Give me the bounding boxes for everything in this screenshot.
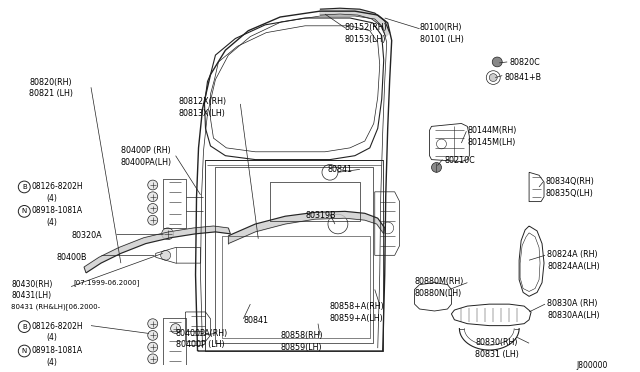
Text: 80880N(LH): 80880N(LH) bbox=[415, 289, 462, 298]
Text: 80858+A(RH): 80858+A(RH) bbox=[330, 302, 385, 311]
Circle shape bbox=[148, 319, 157, 328]
Circle shape bbox=[148, 203, 157, 213]
Text: 80430(RH): 80430(RH) bbox=[12, 280, 52, 289]
Text: 80400P (RH): 80400P (RH) bbox=[121, 146, 171, 155]
Text: 80858(RH): 80858(RH) bbox=[280, 331, 323, 340]
Text: 80144M(RH): 80144M(RH) bbox=[467, 126, 516, 135]
Text: B: B bbox=[22, 324, 27, 330]
Text: 80400PA(RH): 80400PA(RH) bbox=[175, 328, 228, 337]
Text: 80820C: 80820C bbox=[509, 58, 540, 67]
Polygon shape bbox=[84, 226, 230, 273]
Text: 80100(RH): 80100(RH) bbox=[420, 23, 462, 32]
Text: 80830(RH): 80830(RH) bbox=[476, 338, 518, 347]
Text: 80820(RH): 80820(RH) bbox=[29, 78, 72, 87]
Text: 80831 (LH): 80831 (LH) bbox=[476, 350, 519, 359]
Text: 80841: 80841 bbox=[243, 316, 268, 325]
Text: 08126-8202H: 08126-8202H bbox=[31, 322, 83, 331]
Text: 80400B: 80400B bbox=[56, 253, 86, 262]
Text: 80431(LH): 80431(LH) bbox=[12, 291, 51, 301]
Text: 80835Q(LH): 80835Q(LH) bbox=[545, 189, 593, 198]
Text: 80152(RH): 80152(RH) bbox=[345, 23, 388, 32]
Text: 80859+A(LH): 80859+A(LH) bbox=[330, 314, 384, 323]
Text: B: B bbox=[22, 184, 27, 190]
Circle shape bbox=[148, 215, 157, 225]
Polygon shape bbox=[320, 8, 390, 36]
Text: 80210C: 80210C bbox=[444, 156, 476, 165]
Text: 80841+B: 80841+B bbox=[504, 73, 541, 82]
Text: 08918-1081A: 08918-1081A bbox=[31, 346, 83, 355]
Text: N: N bbox=[22, 208, 27, 214]
Text: 80153(LH): 80153(LH) bbox=[345, 35, 387, 44]
Text: 80830A (RH): 80830A (RH) bbox=[547, 299, 598, 308]
Circle shape bbox=[148, 180, 157, 190]
Circle shape bbox=[161, 250, 171, 260]
Circle shape bbox=[162, 228, 173, 240]
Text: 08918-1081A: 08918-1081A bbox=[31, 206, 83, 215]
Circle shape bbox=[492, 57, 502, 67]
Circle shape bbox=[431, 163, 442, 172]
Polygon shape bbox=[228, 211, 385, 244]
Text: (4): (4) bbox=[46, 358, 57, 367]
Text: 80145M(LH): 80145M(LH) bbox=[467, 138, 516, 147]
Circle shape bbox=[489, 74, 497, 81]
Text: [07.1999-06.2000]: [07.1999-06.2000] bbox=[73, 280, 140, 286]
Text: 80834Q(RH): 80834Q(RH) bbox=[545, 177, 594, 186]
Circle shape bbox=[171, 324, 180, 333]
Circle shape bbox=[148, 192, 157, 202]
Text: 80859(LH): 80859(LH) bbox=[280, 343, 322, 352]
Text: 80830AA(LH): 80830AA(LH) bbox=[547, 311, 600, 320]
Text: 80320A: 80320A bbox=[71, 231, 102, 240]
Text: (4): (4) bbox=[46, 333, 57, 343]
Text: J800000: J800000 bbox=[577, 361, 608, 370]
Circle shape bbox=[148, 342, 157, 352]
Text: 80841: 80841 bbox=[328, 166, 353, 174]
Text: 80431 (RH&LH)[06.2000-: 80431 (RH&LH)[06.2000- bbox=[12, 303, 100, 310]
Text: 80319B: 80319B bbox=[305, 211, 336, 220]
Circle shape bbox=[148, 330, 157, 340]
Text: (4): (4) bbox=[46, 194, 57, 203]
Text: 80400PA(LH): 80400PA(LH) bbox=[121, 158, 172, 167]
Text: 80812X(RH): 80812X(RH) bbox=[179, 97, 227, 106]
Text: (4): (4) bbox=[46, 218, 57, 227]
Text: N: N bbox=[22, 348, 27, 354]
Text: 80824A (RH): 80824A (RH) bbox=[547, 250, 598, 259]
Text: 80821 (LH): 80821 (LH) bbox=[29, 89, 73, 98]
Text: 08126-8202H: 08126-8202H bbox=[31, 182, 83, 191]
Text: 80400P (LH): 80400P (LH) bbox=[175, 340, 224, 349]
Text: 80824AA(LH): 80824AA(LH) bbox=[547, 262, 600, 271]
Circle shape bbox=[148, 354, 157, 364]
Text: 80101 (LH): 80101 (LH) bbox=[420, 35, 463, 44]
Text: 80813X(LH): 80813X(LH) bbox=[179, 109, 225, 118]
Text: 80880M(RH): 80880M(RH) bbox=[415, 277, 464, 286]
